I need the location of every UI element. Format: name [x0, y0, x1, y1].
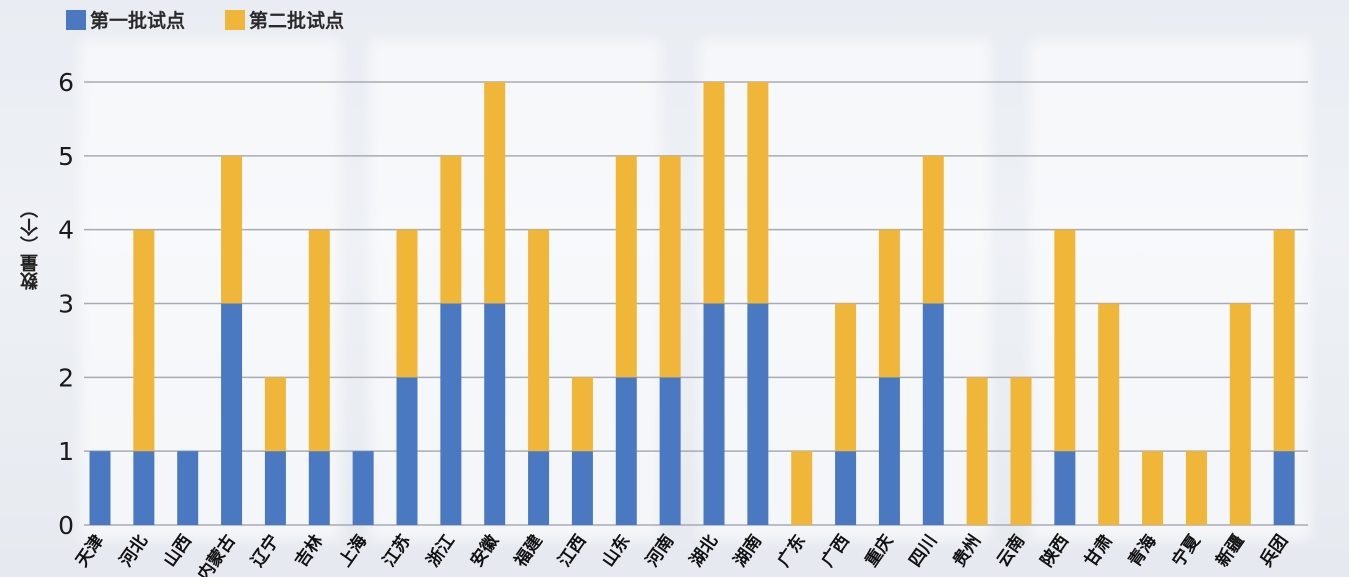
bar-segment-series-1	[571, 451, 593, 525]
bar-segment-series-1	[221, 303, 243, 525]
legend-item-series-1: 第一批试点	[66, 6, 185, 33]
bar-segment-series-2	[966, 377, 988, 525]
bar-segment-series-2	[922, 155, 944, 304]
bar-segment-series-2	[1229, 303, 1251, 525]
x-tick-label: 湖北	[686, 531, 722, 570]
legend-label-series-1: 第一批试点	[90, 10, 186, 32]
x-tick-label: 湖南	[729, 531, 766, 571]
x-tick-label: 江西	[555, 531, 591, 570]
bar-segment-series-2	[1010, 377, 1032, 525]
x-tick-label: 云南	[992, 531, 1029, 571]
x-tick-label: 江苏	[378, 531, 415, 571]
y-tick-label: 0	[58, 511, 74, 540]
x-tick-label: 四川	[905, 531, 941, 570]
bar-segment-series-2	[1054, 229, 1076, 452]
bar-segment-series-1	[352, 451, 374, 525]
y-tick-label: 6	[58, 68, 74, 97]
chart-legend: 第一批试点 第二批试点	[66, 6, 344, 33]
bar-segment-series-1	[484, 303, 506, 525]
x-tick-label: 吉林	[291, 531, 328, 571]
bar-segment-series-1	[89, 451, 111, 525]
bar-segment-series-2	[221, 155, 243, 304]
bar-segment-series-1	[528, 451, 550, 525]
bar-segment-series-1	[440, 303, 462, 525]
x-tick-label: 河南	[642, 531, 679, 571]
x-tick-label: 天津	[71, 531, 108, 571]
bar-segment-series-2	[1185, 451, 1207, 525]
bar-segment-series-1	[1054, 451, 1076, 525]
legend-label-series-2: 第二批试点	[249, 10, 345, 32]
bar-segment-series-2	[1273, 229, 1295, 452]
bar-segment-series-2	[878, 229, 900, 378]
bar-segment-series-1	[835, 451, 857, 525]
x-tick-label: 河北	[116, 531, 152, 570]
x-tick-label: 兵团	[1256, 531, 1293, 571]
bar-segment-series-1	[922, 303, 944, 525]
bar-segment-series-1	[396, 377, 418, 525]
y-tick-label: 1	[58, 437, 74, 466]
bar-segment-series-2	[440, 155, 462, 304]
x-tick-label: 重庆	[861, 531, 898, 571]
bar-segment-series-2	[659, 155, 681, 378]
bar-segment-series-2	[264, 377, 286, 452]
x-tick-label: 新疆	[1212, 531, 1249, 571]
bar-segment-series-1	[878, 377, 900, 525]
x-tick-label: 广东	[773, 531, 810, 571]
x-tick-label: 山东	[598, 531, 635, 571]
x-tick-label: 青海	[1124, 531, 1161, 571]
bar-segment-series-2	[1098, 303, 1120, 525]
y-tick-label: 4	[58, 216, 74, 245]
x-tick-label: 陕西	[1036, 531, 1073, 571]
y-tick-label: 3	[58, 290, 74, 319]
bar-segment-series-1	[1273, 451, 1295, 525]
bar-segment-series-1	[659, 377, 681, 525]
bar-segment-series-1	[177, 451, 199, 525]
bar-segment-series-2	[703, 82, 725, 304]
bar-segment-series-2	[308, 229, 330, 452]
y-tick-label: 2	[58, 363, 74, 392]
bar-segment-series-1	[747, 303, 769, 525]
x-tick-label: 福建	[509, 531, 546, 572]
y-tick-label: 5	[58, 142, 74, 171]
x-tick-label: 浙江	[422, 531, 459, 571]
x-tick-label: 甘肃	[1080, 531, 1117, 571]
bar-segment-series-2	[133, 229, 155, 452]
bar-segment-series-2	[791, 451, 813, 525]
background-panel	[80, 40, 340, 540]
background-panel	[1030, 40, 1310, 540]
bar-segment-series-1	[264, 451, 286, 525]
bar-segment-series-2	[1142, 451, 1164, 525]
bar-segment-series-2	[396, 229, 418, 378]
bar-segment-series-1	[308, 451, 330, 525]
bar-segment-series-2	[571, 377, 593, 452]
x-tick-label: 贵州	[949, 531, 986, 571]
legend-swatch-series-1	[66, 9, 86, 30]
x-tick-label: 山西	[160, 531, 196, 570]
bar-segment-series-2	[615, 155, 637, 378]
x-tick-label: 安徽	[466, 530, 503, 571]
bar-segment-series-2	[747, 82, 769, 304]
legend-item-series-2: 第二批试点	[225, 6, 344, 33]
bar-segment-series-2	[835, 303, 857, 452]
bar-segment-series-2	[528, 229, 550, 452]
bar-segment-series-1	[703, 303, 725, 525]
background-panel	[370, 40, 660, 540]
x-tick-label: 宁夏	[1168, 530, 1205, 571]
x-tick-label: 内蒙古	[193, 531, 239, 577]
x-tick-label: 上海	[335, 531, 372, 571]
legend-swatch-series-2	[225, 9, 246, 30]
x-tick-label: 辽宁	[247, 531, 284, 571]
bar-segment-series-1	[615, 377, 637, 525]
bar-segment-series-2	[484, 82, 506, 304]
bar-segment-series-1	[133, 451, 155, 525]
x-tick-label: 广西	[817, 531, 854, 571]
